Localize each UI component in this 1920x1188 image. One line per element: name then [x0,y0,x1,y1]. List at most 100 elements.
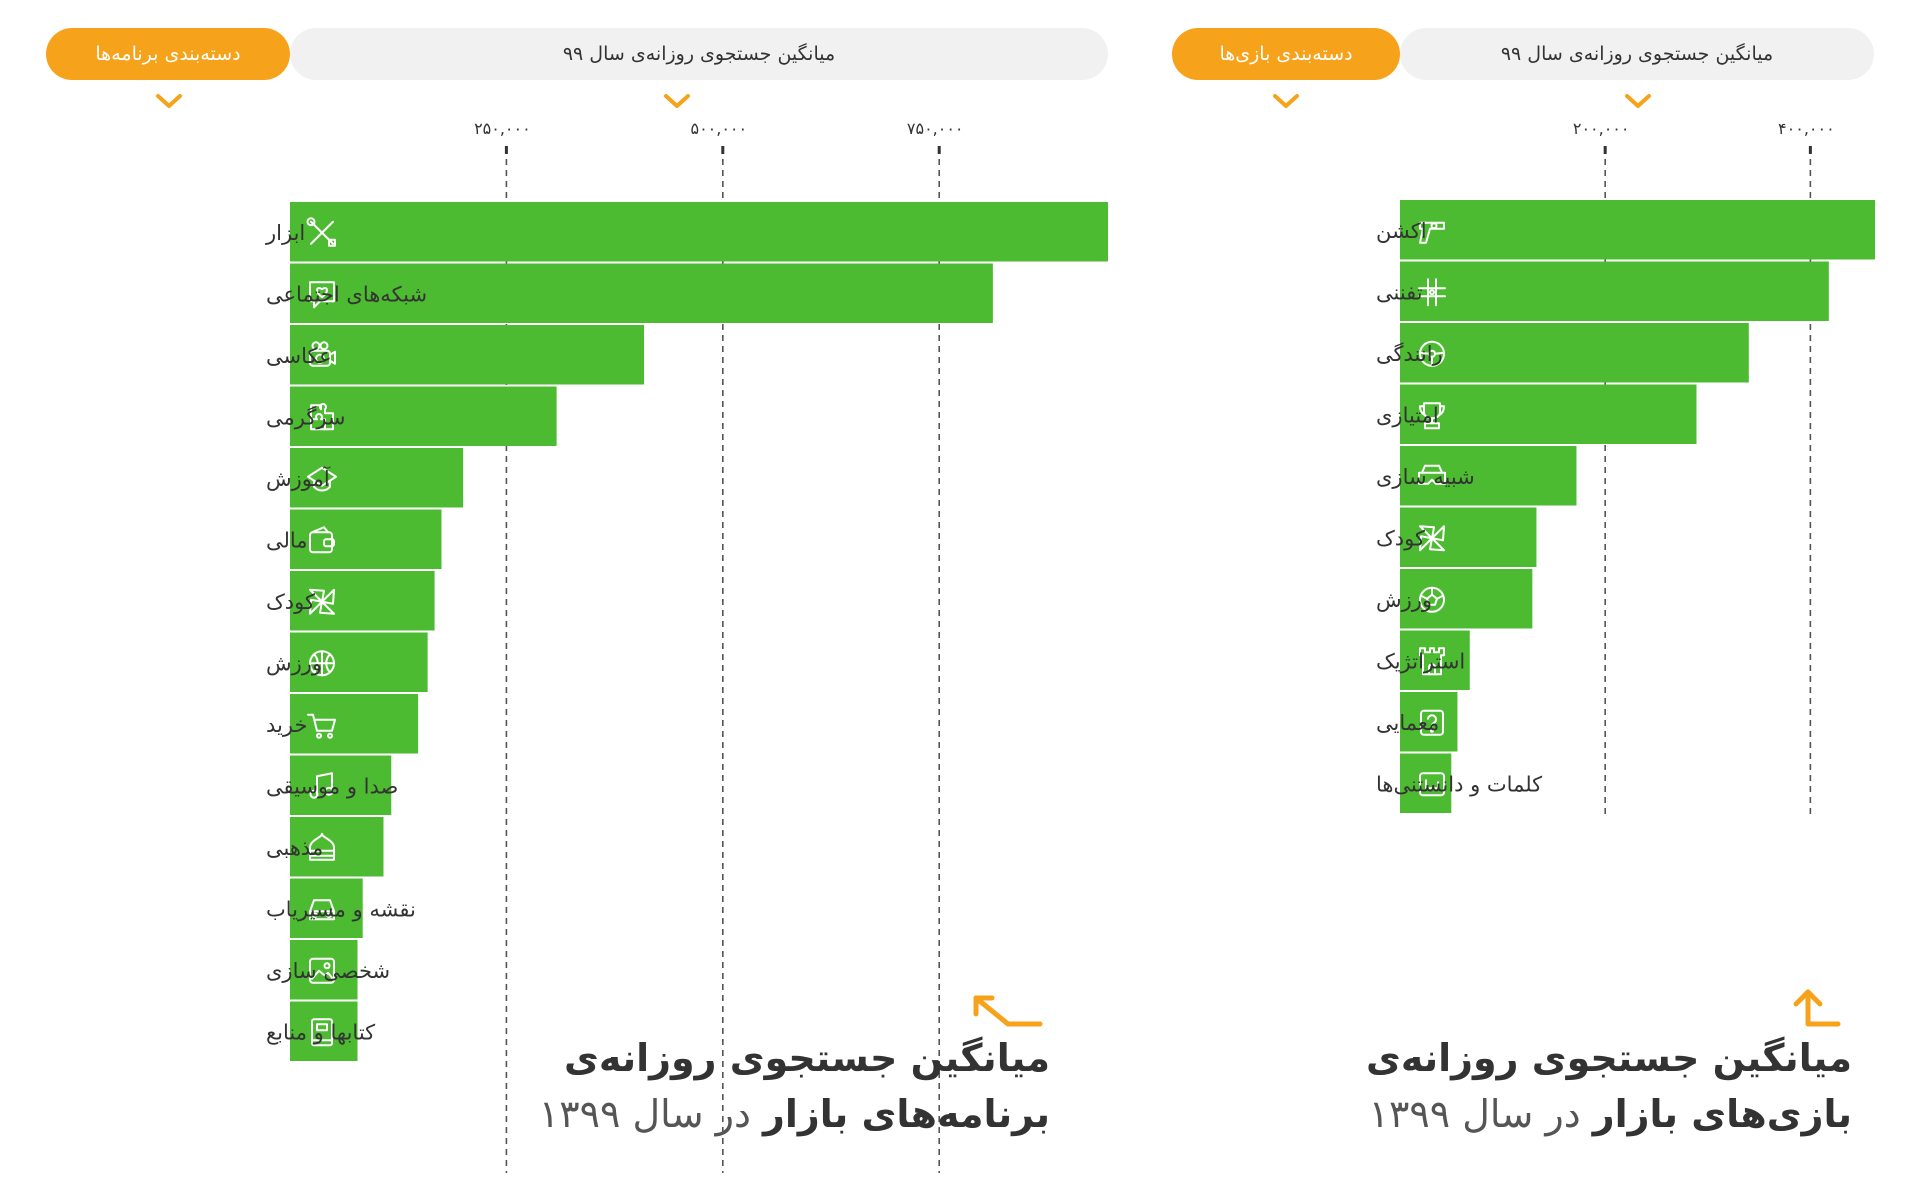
games-category-label: شبیه سازی [1376,465,1475,489]
games-bar [1400,569,1533,629]
question-mark-icon [1420,709,1444,736]
games-bar [1400,384,1697,444]
camera-icon [309,341,336,367]
games-header-pill: میانگین جستجوی روزانه‌ی سال ۹۹ [1400,28,1874,80]
pinwheel-icon [309,588,335,615]
apps-category-label: عکاسی [266,344,332,368]
music-note-icon [309,772,334,799]
games-bottom-title: میانگین جستجوی روزانه‌ی بازی‌های بازار د… [1366,1030,1852,1142]
apps-category-label: خرید [266,713,307,737]
apps-title-line1: میانگین جستجوی روزانه‌ی [564,1036,1050,1080]
apps-category-label: شخصی سازی [266,959,390,983]
apps-bar [290,755,392,815]
games-category-label: ورزش [1376,588,1432,612]
image-icon [309,957,335,984]
games-category-label: استراتژیک [1376,649,1465,673]
apps-category-label: سرگرمی [266,405,346,429]
apps-category-label: ورزش [266,651,322,675]
soccer-ball-icon [1419,586,1445,613]
apps-tick-label: ۷۵۰,۰۰۰ [907,119,964,138]
games-category-label: کودک [1376,526,1425,550]
apps-bar [290,940,358,1000]
mosque-icon [309,832,335,861]
apps-bar [290,878,363,938]
games-title-line1: میانگین جستجوی روزانه‌ی [1366,1036,1852,1080]
apps-title-bold: برنامه‌های بازار [762,1092,1050,1136]
apps-category-label: دسته‌بندی برنامه‌ها [95,43,241,65]
apps-tick-label: ۲۵۰,۰۰۰ [474,119,531,138]
castle-tower-icon [1419,647,1445,676]
apps-category-pill: دسته‌بندی برنامه‌ها [46,28,290,80]
car-icon [309,899,335,921]
basketball-icon [309,650,335,677]
revolver-icon [1419,221,1445,244]
games-category-label: کلمات و دانستنی‌ها [1376,772,1542,796]
games-category-label: تفننی [1376,280,1423,304]
vr-goggles-icon [1418,464,1446,485]
apps-bar [290,386,557,446]
social-chat-icon [309,281,335,309]
apps-category-label: صدا و موسیقی [266,774,398,798]
arrow-up-left-icon [973,995,1043,1027]
apps-bottom-title: میانگین جستجوی روزانه‌ی برنامه‌های بازار… [539,1030,1050,1142]
apps-category-label: کتابها و منابع [266,1020,375,1044]
games-category-label: دسته‌بندی بازی‌ها [1219,43,1353,65]
cart-icon [307,713,336,739]
trophy-icon [1419,402,1445,430]
pinwheel-icon [1419,525,1445,552]
wallet-icon [309,526,335,554]
games-bar [1400,692,1458,752]
apps-header-pill: میانگین جستجوی روزانه‌ی سال ۹۹ [290,28,1108,80]
chevron-down-icon [1625,94,1651,108]
games-category-label: رانندگی [1376,342,1443,366]
games-category-label: اکشن [1376,219,1427,243]
tools-icon [306,217,336,247]
tic-tac-toe-icon [1418,278,1446,307]
puzzle-icon [310,403,334,431]
games-title-bold: بازی‌های بازار [1592,1092,1852,1136]
apps-title-year: در سال ۱۳۹۹ [538,1092,751,1136]
graduation-cap-icon [307,466,337,492]
games-tick-label: ۴۰۰,۰۰۰ [1778,119,1835,138]
book-icon [311,1018,333,1047]
apps-category-label: مالی [266,528,308,552]
games-bar [1400,630,1470,690]
apps-header-text: میانگین جستجوی روزانه‌ی سال ۹۹ [562,43,836,65]
apps-category-label: ابزار [265,221,305,245]
apps-panel: میانگین جستجوی روزانه‌ی سال ۹۹ دسته‌بندی… [40,0,1108,1188]
games-category-pill: دسته‌بندی بازی‌ها [1172,28,1400,80]
apps-category-label: مذهبی [266,836,323,860]
games-category-label: معمایی [1376,711,1439,735]
games-header-text: میانگین جستجوی روزانه‌ی سال ۹۹ [1500,43,1774,65]
apps-category-label: آموزش [266,466,331,491]
apps-category-label: شبکه‌های اجتماعی [266,282,427,306]
games-bar-chart: ۲۰۰,۰۰۰ ۴۰۰,۰۰۰ اکشن تفننی رانندگی امتیازی شبی… [1376,119,1875,817]
alphabet-icon [1419,772,1445,797]
apps-category-label: نقشه و مسیریاب [266,897,416,921]
arrow-up-icon [1793,989,1841,1027]
games-title-year: در سال ۱۳۹۹ [1368,1092,1581,1136]
games-bar [1400,446,1577,506]
apps-bar [290,202,1108,262]
games-category-label: امتیازی [1376,403,1439,427]
apps-category-label: کودک [266,590,315,614]
games-tick-label: ۲۰۰,۰۰۰ [1573,119,1630,138]
steering-wheel-icon [1419,340,1445,367]
apps-bar [290,263,993,323]
games-bar [1400,261,1829,321]
games-bar [1400,323,1749,383]
games-title-line2: بازی‌های بازار در سال ۱۳۹۹ [1366,1086,1852,1142]
apps-bar [290,509,442,569]
chevron-down-icon [664,94,690,108]
apps-bar [290,694,419,754]
apps-bar [290,817,384,877]
apps-bar [290,448,464,508]
apps-title-line2: برنامه‌های بازار در سال ۱۳۹۹ [539,1086,1050,1142]
games-bar [1400,200,1875,260]
chevron-down-icon [156,94,182,108]
apps-bar [290,325,645,385]
games-panel: میانگین جستجوی روزانه‌ی سال ۹۹ دسته‌بندی… [1170,0,1880,1188]
apps-tick-label: ۵۰۰,۰۰۰ [690,119,747,138]
chevron-down-icon [1273,94,1299,108]
apps-bar-chart: ۲۵۰,۰۰۰ ۵۰۰,۰۰۰ ۷۵۰,۰۰۰ ابزار شبکه‌های اجتما… [265,119,1108,1173]
